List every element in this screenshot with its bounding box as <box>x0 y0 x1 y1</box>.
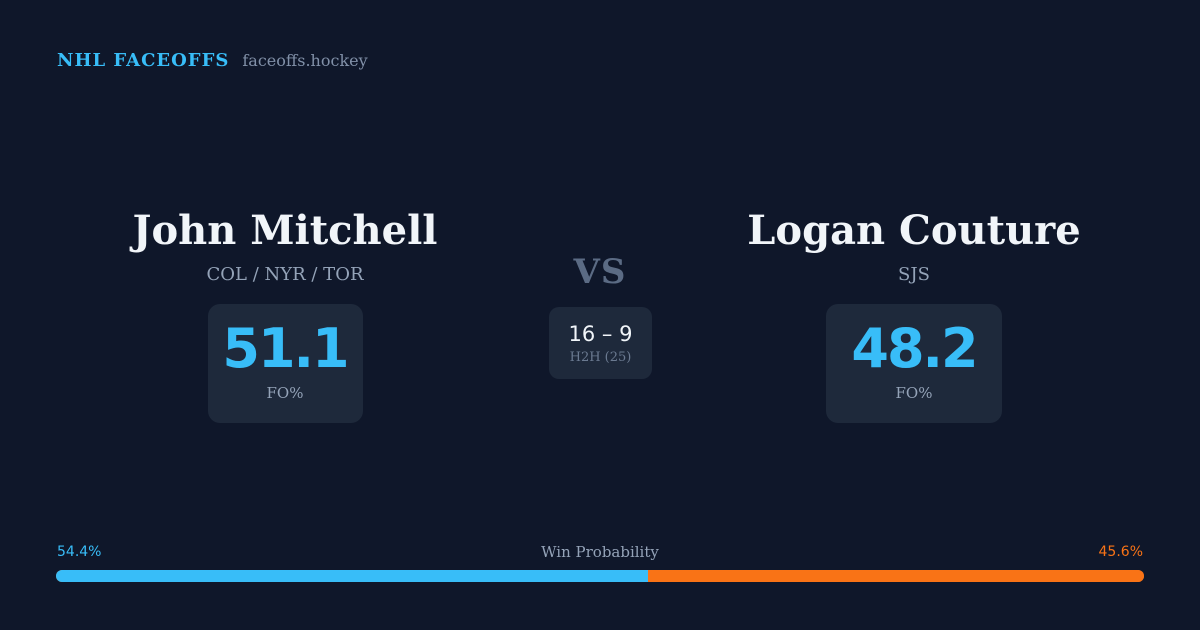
site-title: NHL FACEOFFS <box>57 50 230 71</box>
win-probability-title: Win Probability <box>541 543 659 561</box>
player-right-panel: Logan Couture SJS 48.2 FO% <box>684 205 1144 423</box>
head-to-head-score: 16 – 9 <box>568 322 633 346</box>
player-left-name: John Mitchell <box>132 207 438 254</box>
player-right-fo-label: FO% <box>895 383 933 402</box>
header: NHL FACEOFFS faceoffs.hockey <box>57 50 368 71</box>
win-probability-bar-right <box>647 570 1144 582</box>
head-to-head-label: H2H (25) <box>569 350 632 365</box>
versus-label: VS <box>573 252 627 292</box>
player-left-teams: COL / NYR / TOR <box>206 264 364 285</box>
win-probability-bar-left <box>56 570 648 582</box>
win-probability-left: 54.4% <box>57 544 102 560</box>
win-probability-bar <box>56 570 1144 582</box>
player-right-name: Logan Couture <box>747 207 1081 254</box>
player-left-fo-label: FO% <box>266 383 304 402</box>
player-right-fo-value: 48.2 <box>851 316 978 380</box>
player-right-fo-card: 48.2 FO% <box>826 304 1002 423</box>
head-to-head-card: 16 – 9 H2H (25) <box>549 307 652 379</box>
player-left-panel: John Mitchell COL / NYR / TOR 51.1 FO% <box>55 205 515 423</box>
site-domain: faceoffs.hockey <box>242 51 368 70</box>
player-left-fo-value: 51.1 <box>222 316 349 380</box>
win-probability-right: 45.6% <box>1098 544 1143 560</box>
player-left-fo-card: 51.1 FO% <box>207 304 363 423</box>
player-right-teams: SJS <box>898 264 930 285</box>
